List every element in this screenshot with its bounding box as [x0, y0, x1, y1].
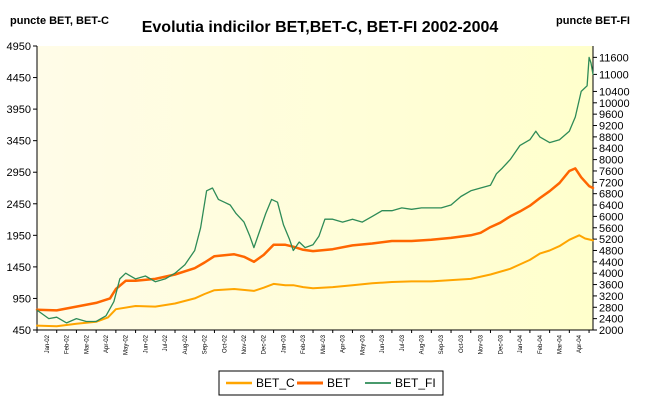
series-line-bet-c [36, 234, 594, 328]
x-tick-label: Apr-04 [577, 334, 583, 353]
x-tick-label: Sep-02 [203, 334, 209, 354]
x-tick-label: Jan-04 [518, 334, 524, 353]
x-tick-label: Jul-03 [400, 334, 406, 351]
chart-title: Evolutia indicilor BET,BET-C, BET-FI 200… [142, 19, 499, 36]
y-left-tick-label: 4450 [7, 73, 31, 85]
y-right-tick-label: 5200 [599, 234, 623, 246]
y-right-tick-label: 6800 [599, 189, 623, 201]
x-tick-label: Mar-04 [557, 334, 563, 354]
y-right-tick-label: 11000 [599, 69, 629, 81]
series-line-bet [35, 167, 595, 312]
y-left-tick-label: 2950 [7, 167, 31, 179]
y-right-ticks: 2000240028003200360040004400480052005600… [593, 52, 630, 337]
y-right-tick-label: 2000 [599, 325, 623, 337]
y-right-tick-label: 3200 [599, 291, 623, 303]
x-tick-label: Dec-03 [498, 334, 504, 354]
y-left-tick-label: 2450 [7, 199, 31, 211]
x-tick-label: Jun-02 [143, 334, 149, 353]
y-left-tick-label: 3950 [7, 104, 31, 116]
series-line-bet-fi [36, 56, 594, 324]
y-right-tick-label: 9600 [599, 109, 623, 121]
x-tick-label: Jun-03 [380, 334, 386, 353]
y-right-tick-label: 7200 [599, 177, 623, 189]
y-left-tick-label: 3450 [7, 136, 31, 148]
x-tick-label: Jan-02 [45, 334, 51, 353]
y-right-tick-label: 8400 [599, 143, 623, 155]
x-tick-label: Feb-02 [65, 334, 71, 354]
y-left-tick-label: 1450 [7, 262, 31, 274]
legend: BET_C BET BET_FI [218, 370, 444, 396]
y-right-tick-label: 10000 [599, 98, 630, 110]
series-layer [35, 56, 595, 328]
legend-label: BET [327, 376, 351, 390]
legend-label: BET_FI [395, 376, 436, 390]
x-tick-label: Apr-02 [104, 334, 110, 353]
y-right-tick-label: 6000 [599, 211, 623, 223]
y-right-tick-label: 2400 [599, 314, 623, 326]
y-right-tick-label: 8800 [599, 132, 623, 144]
x-tick-label: Mar-02 [84, 334, 90, 354]
y-left-tick-label: 4950 [7, 41, 31, 53]
y-right-tick-label: 11600 [599, 52, 629, 64]
x-tick-label: May-03 [360, 334, 366, 355]
x-tick-label: Feb-03 [301, 334, 307, 354]
legend-box [218, 370, 444, 396]
x-tick-label: Nov-03 [479, 334, 485, 354]
x-tick-label: Oct-02 [222, 334, 228, 353]
x-tick-label: Nov-02 [242, 334, 248, 354]
plot-area [37, 46, 593, 330]
x-tick-label: Aug-03 [419, 334, 425, 354]
x-tick-label: Sep-03 [439, 334, 445, 354]
x-tick-label: Mar-03 [321, 334, 327, 354]
x-ticks: Jan-02 Feb-02 Mar-02 Apr-02 May-02 Jun-02 Jul-… [36, 330, 590, 355]
legend-label: BET_C [256, 376, 295, 390]
x-tick-label: Jan-03 [281, 334, 287, 353]
y-right-tick-label: 10400 [599, 86, 630, 98]
y-right-tick-label: 4000 [599, 268, 623, 280]
y-right-tick-label: 4400 [599, 257, 623, 269]
y-right-axis-label: puncte BET-FI [556, 15, 630, 27]
y-right-tick-label: 5600 [599, 223, 623, 235]
y-right-tick-label: 8000 [599, 155, 623, 167]
y-right-tick-label: 4800 [599, 245, 623, 257]
x-tick-label: Aug-02 [183, 334, 189, 354]
x-tick-label: Jul-02 [163, 334, 169, 351]
y-right-tick-label: 9200 [599, 121, 623, 133]
x-tick-label: Feb-04 [538, 334, 544, 354]
y-left-ticks: 450 950 1450 1950 2450 2950 3450 3950 4450 4950 [7, 41, 37, 337]
y-right-tick-label: 7600 [599, 166, 623, 178]
x-tick-label: Apr-03 [341, 334, 347, 353]
y-left-tick-label: 1950 [7, 230, 31, 242]
x-tick-label: Oct-03 [459, 334, 465, 353]
y-left-axis-label: puncte BET, BET-C [10, 15, 109, 27]
x-tick-label: May-02 [124, 334, 130, 355]
y-left-tick-label: 950 [13, 293, 31, 305]
x-tick-label: Dec-02 [262, 334, 268, 354]
y-left-tick-label: 450 [13, 325, 31, 337]
y-right-tick-label: 3600 [599, 280, 623, 292]
y-right-tick-label: 6400 [599, 200, 623, 212]
y-right-tick-label: 2800 [599, 302, 623, 314]
